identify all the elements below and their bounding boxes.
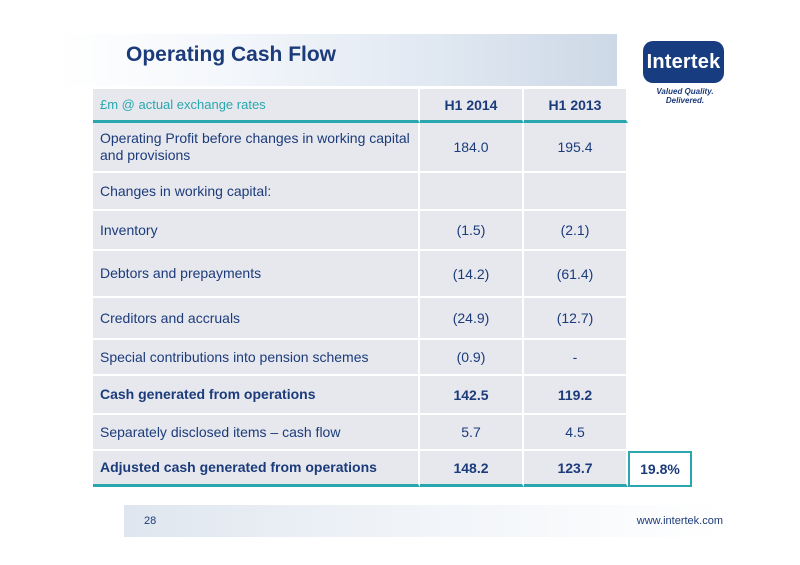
empty-cell (628, 251, 692, 298)
table-row: Creditors and accruals (24.9) (12.7) (93, 298, 692, 340)
growth-percentage: 19.8% (628, 451, 692, 487)
value-h1-2013: (61.4) (524, 251, 628, 298)
page-number: 28 (144, 515, 157, 527)
table-row: Special contributions into pension schem… (93, 340, 692, 376)
table-row-total: Adjusted cash generated from operations … (93, 451, 692, 487)
empty-cell (628, 123, 692, 173)
value-h1-2014: 5.7 (420, 415, 524, 451)
row-label: Separately disclosed items – cash flow (93, 415, 420, 451)
value-h1-2014: 148.2 (420, 451, 524, 487)
row-label: Inventory (93, 211, 420, 251)
empty-cell (628, 298, 692, 340)
table-row: Separately disclosed items – cash flow 5… (93, 415, 692, 451)
value-h1-2014: 184.0 (420, 123, 524, 173)
table-header-row: £m @ actual exchange rates H1 2014 H1 20… (93, 89, 692, 123)
header-label: £m @ actual exchange rates (93, 89, 420, 123)
empty-cell (628, 415, 692, 451)
value-h1-2014: (24.9) (420, 298, 524, 340)
value-h1-2013: - (524, 340, 628, 376)
logo-text: Intertek (646, 50, 721, 73)
value-h1-2014: (14.2) (420, 251, 524, 298)
slide-title: Operating Cash Flow (126, 43, 337, 66)
empty-cell (628, 211, 692, 251)
table-row: Cash generated from operations 142.5 119… (93, 376, 692, 415)
header-h1-2014: H1 2014 (420, 89, 524, 123)
value-h1-2014: (0.9) (420, 340, 524, 376)
row-label: Special contributions into pension schem… (93, 340, 420, 376)
table-row: Operating Profit before changes in worki… (93, 123, 692, 173)
value-h1-2013: 119.2 (524, 376, 628, 415)
row-label: Creditors and accruals (93, 298, 420, 340)
value-h1-2013: 195.4 (524, 123, 628, 173)
table-row: Debtors and prepayments (14.2) (61.4) (93, 251, 692, 298)
footer-band (124, 505, 724, 537)
value-h1-2013: (2.1) (524, 211, 628, 251)
empty-cell (628, 173, 692, 211)
value-h1-2013: 4.5 (524, 415, 628, 451)
value-h1-2013: (12.7) (524, 298, 628, 340)
table-row: Inventory (1.5) (2.1) (93, 211, 692, 251)
value-h1-2013 (524, 173, 628, 211)
row-label: Changes in working capital: (93, 173, 420, 211)
empty-cell (628, 340, 692, 376)
value-h1-2014: 142.5 (420, 376, 524, 415)
cash-flow-table: £m @ actual exchange rates H1 2014 H1 20… (93, 89, 692, 487)
row-label: Operating Profit before changes in worki… (93, 123, 420, 173)
row-label: Debtors and prepayments (93, 251, 420, 298)
row-label: Adjusted cash generated from operations (93, 451, 420, 487)
value-h1-2014: (1.5) (420, 211, 524, 251)
value-h1-2014 (420, 173, 524, 211)
header-h1-2013: H1 2013 (524, 89, 628, 123)
empty-cell (628, 376, 692, 415)
intertek-logo: Intertek (643, 41, 724, 83)
website-link[interactable]: www.intertek.com (636, 515, 723, 527)
table-row: Changes in working capital: (93, 173, 692, 211)
row-label: Cash generated from operations (93, 376, 420, 415)
header-empty-cell (628, 89, 692, 123)
value-h1-2013: 123.7 (524, 451, 628, 487)
logo-tagline: Valued Quality. Delivered. (656, 87, 714, 105)
title-band (57, 34, 617, 86)
